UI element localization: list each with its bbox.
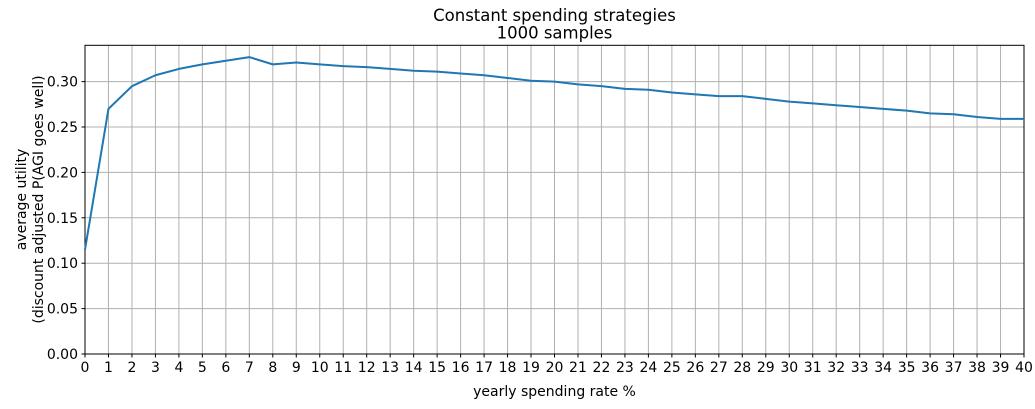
x-axis-label: yearly spending rate %: [473, 384, 636, 400]
x-tick-label: 6: [221, 360, 230, 376]
x-tick-label: 24: [639, 360, 657, 376]
y-tick-label: 0.10: [47, 256, 78, 272]
x-tick-label: 25: [663, 360, 681, 376]
axis-ticks: [81, 81, 1025, 358]
x-tick-label: 10: [311, 360, 329, 376]
x-tick-label: 26: [686, 360, 704, 376]
x-tick-label: 39: [992, 360, 1010, 376]
x-tick-label: 36: [921, 360, 939, 376]
x-tick-label: 13: [381, 360, 399, 376]
x-tick-label: 19: [522, 360, 540, 376]
tick-labels: 0 1 2 3 4 5 6 7 8 9 10 11 12 13 14 15 16 17 18 19 20 21 22 23 24…: [47, 75, 1033, 376]
x-tick-label: 34: [874, 360, 892, 376]
x-tick-label: 12: [358, 360, 376, 376]
y-axis-label-line1: average utility: [14, 149, 30, 251]
x-tick-label: 37: [945, 360, 963, 376]
x-tick-label: 0: [81, 360, 90, 376]
x-tick-label: 5: [198, 360, 207, 376]
x-tick-label: 31: [804, 360, 822, 376]
y-tick-label: 0.20: [47, 165, 78, 181]
x-tick-label: 21: [569, 360, 587, 376]
x-tick-label: 35: [898, 360, 916, 376]
x-tick-label: 3: [151, 360, 160, 376]
x-tick-label: 9: [292, 360, 301, 376]
x-tick-label: 1: [104, 360, 113, 376]
y-tick-label: 0.15: [47, 211, 78, 227]
x-tick-label: 28: [733, 360, 751, 376]
x-tick-label: 32: [827, 360, 845, 376]
x-tick-label: 4: [174, 360, 183, 376]
x-tick-label: 16: [452, 360, 470, 376]
x-tick-label: 17: [475, 360, 493, 376]
x-tick-label: 22: [593, 360, 611, 376]
x-tick-label: 30: [780, 360, 798, 376]
x-tick-label: 11: [334, 360, 352, 376]
y-tick-label: 0.30: [47, 75, 78, 91]
x-tick-label: 40: [1015, 360, 1033, 376]
chart-title: Constant spending strategies: [433, 6, 676, 25]
x-tick-label: 2: [127, 360, 136, 376]
x-tick-label: 18: [499, 360, 517, 376]
data-line-series: [84, 56, 1024, 250]
x-tick-label: 29: [757, 360, 775, 376]
gridlines: [84, 45, 1025, 355]
x-tick-label: 15: [428, 360, 446, 376]
x-tick-label: 8: [268, 360, 277, 376]
y-axis-label-line2: (discount adjusted P(AGI goes well): [31, 75, 47, 323]
x-tick-label: 38: [968, 360, 986, 376]
chart-subtitle: 1000 samples: [497, 24, 613, 43]
plot-border: [84, 44, 1025, 355]
x-tick-label: 27: [710, 360, 728, 376]
y-tick-label: 0.25: [47, 120, 78, 136]
y-tick-label: 0.05: [47, 302, 78, 318]
x-tick-label: 20: [546, 360, 564, 376]
x-tick-label: 33: [851, 360, 869, 376]
x-tick-label: 7: [245, 360, 254, 376]
y-tick-label: 0.00: [47, 347, 78, 363]
x-tick-label: 23: [616, 360, 634, 376]
x-tick-label: 14: [405, 360, 423, 376]
